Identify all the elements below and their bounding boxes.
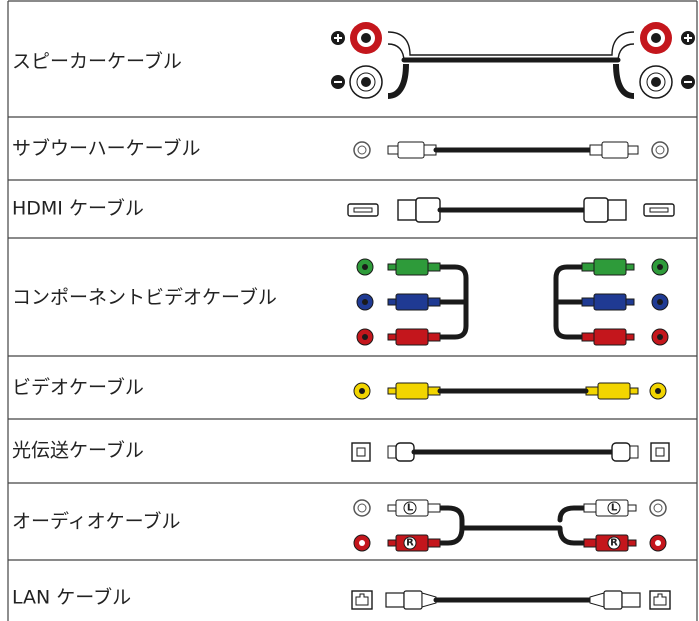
optical-cable-icon — [351, 442, 670, 462]
row-label: オーディオケーブル — [12, 510, 181, 533]
table-rules — [7, 0, 698, 621]
lan-cable-icon — [351, 590, 671, 610]
subwoofer-cable-icon — [353, 141, 669, 159]
row-label: ビデオケーブル — [12, 376, 144, 399]
row-label: HDMI ケーブル — [12, 197, 144, 220]
hdmi-cable-icon — [347, 197, 675, 223]
audio-cable-icon: L R L R — [353, 499, 667, 552]
row-label: サブウーハーケーブル — [12, 137, 200, 160]
plug-label: L — [611, 503, 618, 514]
plug-label: L — [407, 503, 414, 514]
video-cable-icon — [353, 382, 667, 400]
component-cable-icon — [356, 258, 669, 346]
row-label: スピーカーケーブル — [12, 50, 182, 73]
row-label: コンポーネントビデオケーブル — [12, 286, 277, 309]
row-label: 光伝送ケーブル — [12, 439, 144, 462]
row-label: LAN ケーブル — [12, 586, 131, 609]
plug-label: R — [406, 538, 414, 549]
plug-label: R — [610, 538, 618, 549]
speaker-cable-icon — [331, 22, 695, 99]
